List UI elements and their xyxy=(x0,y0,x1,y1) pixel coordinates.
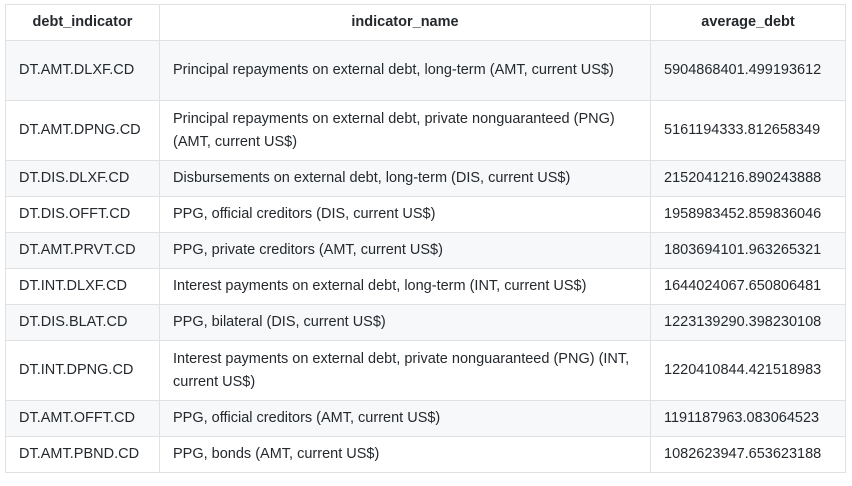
cell-indicator-name: Interest payments on external debt, priv… xyxy=(159,340,651,401)
table-row: DT.AMT.PBND.CD PPG, bonds (AMT, current … xyxy=(5,436,846,473)
table-row: DT.AMT.DPNG.CD Principal repayments on e… xyxy=(5,100,846,161)
table-row: DT.INT.DPNG.CD Interest payments on exte… xyxy=(5,340,846,401)
cell-debt-indicator: DT.DIS.BLAT.CD xyxy=(5,304,160,341)
results-table: debt_indicator indicator_name average_de… xyxy=(5,4,846,473)
cell-average-debt: 1082623947.653623188 xyxy=(650,436,846,473)
results-table-container: debt_indicator indicator_name average_de… xyxy=(5,4,852,473)
table-row: DT.DIS.OFFT.CD PPG, official creditors (… xyxy=(5,196,846,233)
table-row: DT.DIS.DLXF.CD Disbursements on external… xyxy=(5,160,846,197)
column-header-indicator-name: indicator_name xyxy=(159,4,651,41)
cell-average-debt: 2152041216.890243888 xyxy=(650,160,846,197)
cell-indicator-name: Disbursements on external debt, long-ter… xyxy=(159,160,651,197)
cell-average-debt: 1958983452.859836046 xyxy=(650,196,846,233)
table-row: DT.DIS.BLAT.CD PPG, bilateral (DIS, curr… xyxy=(5,304,846,341)
cell-debt-indicator: DT.DIS.OFFT.CD xyxy=(5,196,160,233)
table-header: debt_indicator indicator_name average_de… xyxy=(5,4,846,41)
column-header-average-debt: average_debt xyxy=(650,4,846,41)
cell-indicator-name: PPG, official creditors (DIS, current US… xyxy=(159,196,651,233)
cell-average-debt: 1223139290.398230108 xyxy=(650,304,846,341)
cell-debt-indicator: DT.AMT.DPNG.CD xyxy=(5,100,160,161)
cell-indicator-name: Principal repayments on external debt, l… xyxy=(159,40,651,101)
cell-average-debt: 5904868401.499193612 xyxy=(650,40,846,101)
table-row: DT.AMT.PRVT.CD PPG, private creditors (A… xyxy=(5,232,846,269)
table-row: DT.AMT.OFFT.CD PPG, official creditors (… xyxy=(5,400,846,437)
cell-debt-indicator: DT.AMT.DLXF.CD xyxy=(5,40,160,101)
table-body: DT.AMT.DLXF.CD Principal repayments on e… xyxy=(5,40,846,473)
cell-indicator-name: PPG, bilateral (DIS, current US$) xyxy=(159,304,651,341)
cell-debt-indicator: DT.INT.DLXF.CD xyxy=(5,268,160,305)
cell-average-debt: 1803694101.963265321 xyxy=(650,232,846,269)
table-row: DT.AMT.DLXF.CD Principal repayments on e… xyxy=(5,40,846,101)
cell-indicator-name: Interest payments on external debt, long… xyxy=(159,268,651,305)
cell-average-debt: 1644024067.650806481 xyxy=(650,268,846,305)
cell-debt-indicator: DT.DIS.DLXF.CD xyxy=(5,160,160,197)
cell-average-debt: 1191187963.083064523 xyxy=(650,400,846,437)
cell-indicator-name: Principal repayments on external debt, p… xyxy=(159,100,651,161)
cell-debt-indicator: DT.AMT.PBND.CD xyxy=(5,436,160,473)
cell-average-debt: 5161194333.812658349 xyxy=(650,100,846,161)
column-header-debt-indicator: debt_indicator xyxy=(5,4,160,41)
cell-indicator-name: PPG, private creditors (AMT, current US$… xyxy=(159,232,651,269)
cell-debt-indicator: DT.INT.DPNG.CD xyxy=(5,340,160,401)
cell-debt-indicator: DT.AMT.PRVT.CD xyxy=(5,232,160,269)
cell-indicator-name: PPG, bonds (AMT, current US$) xyxy=(159,436,651,473)
table-row: DT.INT.DLXF.CD Interest payments on exte… xyxy=(5,268,846,305)
cell-indicator-name: PPG, official creditors (AMT, current US… xyxy=(159,400,651,437)
cell-average-debt: 1220410844.421518983 xyxy=(650,340,846,401)
cell-debt-indicator: DT.AMT.OFFT.CD xyxy=(5,400,160,437)
header-row: debt_indicator indicator_name average_de… xyxy=(5,4,846,41)
